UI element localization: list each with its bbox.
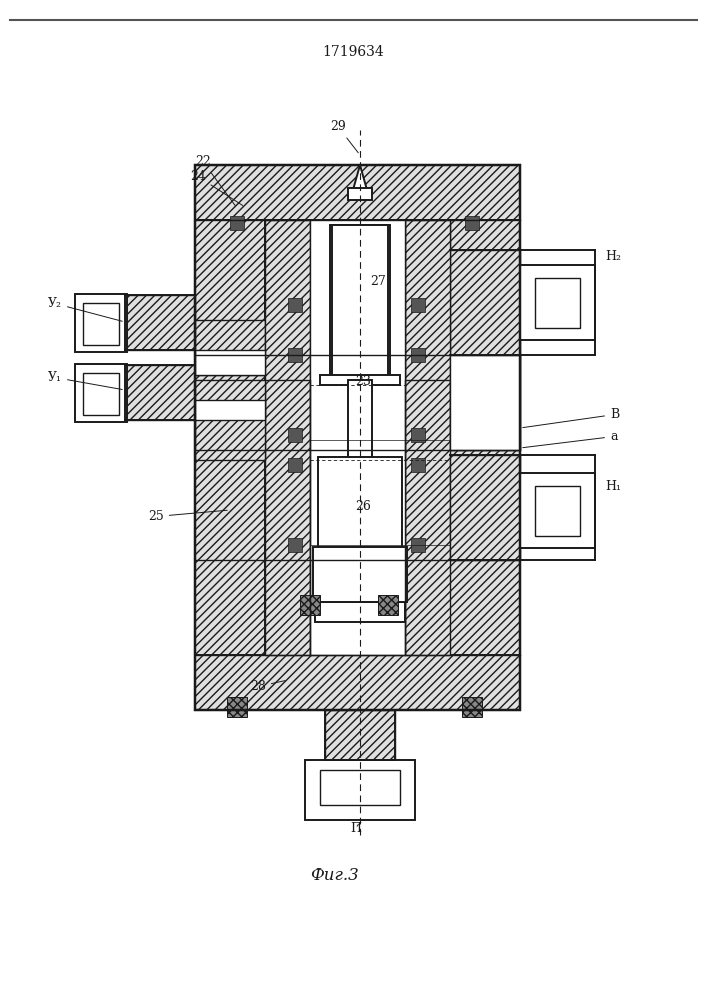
Bar xyxy=(450,220,520,655)
Bar xyxy=(195,655,520,710)
Bar xyxy=(325,710,395,760)
Bar xyxy=(330,225,390,380)
Bar xyxy=(348,380,372,600)
Text: 25: 25 xyxy=(148,510,227,523)
Bar xyxy=(305,760,415,820)
Text: B: B xyxy=(522,408,619,428)
Bar xyxy=(265,220,332,380)
Bar xyxy=(288,428,302,442)
Bar xyxy=(378,595,398,615)
Bar xyxy=(340,555,380,605)
Text: 28: 28 xyxy=(250,680,286,693)
Bar xyxy=(313,547,407,602)
Bar xyxy=(288,538,302,552)
Bar xyxy=(315,602,405,622)
Bar xyxy=(75,364,127,422)
Text: 1719634: 1719634 xyxy=(322,45,384,59)
Bar xyxy=(320,375,400,385)
Bar xyxy=(462,697,482,717)
Bar xyxy=(320,770,400,805)
Text: H₁: H₁ xyxy=(605,480,621,493)
Bar xyxy=(195,165,520,220)
Text: 22: 22 xyxy=(195,155,235,206)
Bar xyxy=(411,538,425,552)
Text: 27: 27 xyxy=(370,275,386,288)
Bar xyxy=(195,400,265,420)
Bar xyxy=(230,216,244,230)
Bar xyxy=(450,355,520,450)
Polygon shape xyxy=(353,165,367,190)
Bar xyxy=(288,348,302,362)
Bar xyxy=(195,320,265,375)
Bar xyxy=(332,225,388,380)
Bar xyxy=(535,278,580,328)
Text: H₂: H₂ xyxy=(605,250,621,263)
Bar xyxy=(227,697,247,717)
Bar xyxy=(411,298,425,312)
Bar xyxy=(195,350,265,375)
Bar xyxy=(310,220,405,380)
Bar xyxy=(195,220,265,655)
Text: 24: 24 xyxy=(190,170,243,205)
Text: П: П xyxy=(350,822,361,835)
Bar xyxy=(125,365,195,420)
Bar xyxy=(535,486,580,536)
Bar xyxy=(450,455,520,560)
Text: У₂: У₂ xyxy=(48,297,122,321)
Bar xyxy=(320,460,400,555)
Bar xyxy=(450,355,520,450)
Bar xyxy=(318,457,402,547)
Bar xyxy=(310,220,405,655)
Bar xyxy=(315,460,405,560)
Bar xyxy=(411,428,425,442)
Bar xyxy=(411,458,425,472)
Bar xyxy=(300,595,320,615)
Text: 26: 26 xyxy=(355,500,371,513)
Bar xyxy=(75,294,127,352)
Bar xyxy=(405,220,450,380)
Bar xyxy=(195,380,265,460)
Bar xyxy=(83,373,119,415)
Bar xyxy=(265,220,310,655)
Bar xyxy=(125,295,195,350)
Bar xyxy=(465,216,479,230)
Text: a: a xyxy=(522,430,617,448)
Bar xyxy=(288,298,302,312)
Bar xyxy=(195,165,520,710)
Text: У₁: У₁ xyxy=(48,371,122,390)
Bar xyxy=(288,458,302,472)
Bar xyxy=(520,473,595,548)
Text: Фиг.3: Фиг.3 xyxy=(310,867,358,884)
Bar xyxy=(348,188,372,200)
Text: 29: 29 xyxy=(330,120,358,153)
Bar xyxy=(411,348,425,362)
Bar xyxy=(405,220,450,655)
Bar xyxy=(450,250,520,355)
Bar xyxy=(325,710,395,760)
Bar xyxy=(83,303,119,345)
Text: 23: 23 xyxy=(355,375,371,388)
Bar xyxy=(520,265,595,340)
